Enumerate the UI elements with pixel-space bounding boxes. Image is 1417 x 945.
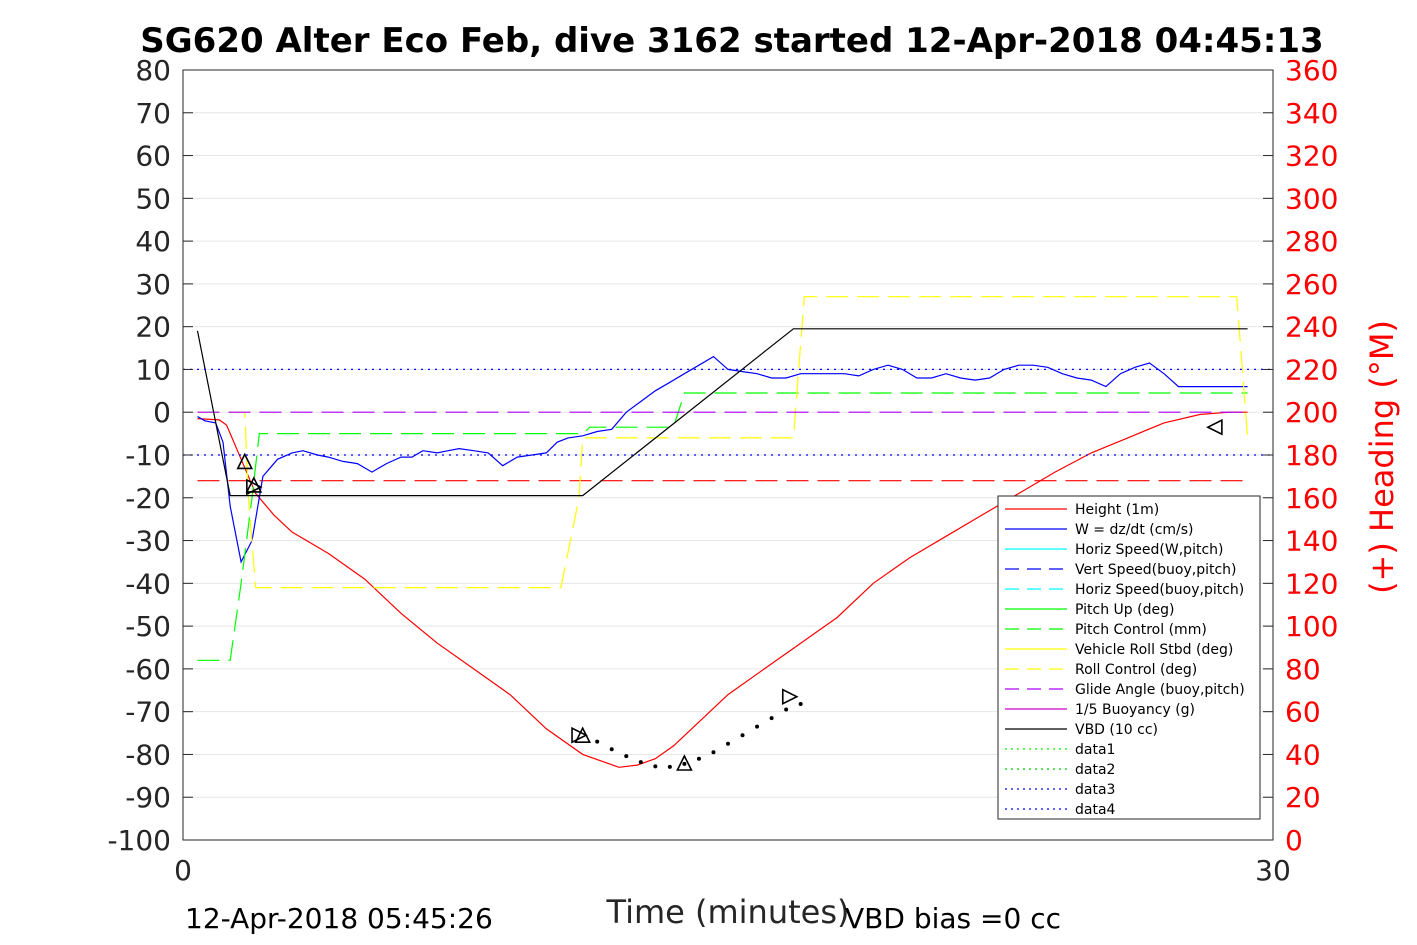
- legend-label: Glide Angle (buoy,pitch): [1075, 682, 1245, 698]
- sample-dot: [740, 733, 745, 738]
- marker-triangle-up: [236, 452, 254, 470]
- left-tick-label: -40: [125, 567, 171, 600]
- legend-label: data4: [1075, 802, 1116, 818]
- right-tick-label: 20: [1285, 781, 1321, 814]
- left-tick-label: -70: [125, 696, 171, 729]
- legend-label: Vehicle Roll Stbd (deg): [1075, 642, 1233, 658]
- legend-label: data2: [1075, 762, 1115, 778]
- left-tick-label: 70: [135, 97, 171, 130]
- sample-dot: [624, 754, 629, 759]
- marker-triangle-up: [574, 726, 591, 743]
- left-tick-label: 30: [135, 268, 171, 301]
- sample-dot: [784, 707, 789, 712]
- chart-title: SG620 Alter Eco Feb, dive 3162 started 1…: [140, 21, 1323, 61]
- right-tick-label: 280: [1285, 225, 1338, 258]
- sample-dot: [653, 764, 658, 769]
- sample-dot: [696, 756, 701, 761]
- legend-label: Vert Speed(buoy,pitch): [1075, 562, 1237, 578]
- left-tick-label: -20: [125, 482, 171, 515]
- sample-dot: [595, 739, 600, 744]
- left-tick-label: 20: [135, 311, 171, 344]
- series-line-w-dz-dt-cm-s: [197, 355, 1248, 564]
- series-line-roll-control-deg: [197, 296, 1249, 589]
- sample-dot: [769, 716, 774, 721]
- marker-layer: [236, 418, 1223, 771]
- right-tick-label: 60: [1285, 696, 1321, 729]
- left-tick-label: 60: [135, 140, 171, 173]
- marker-triangle-right: [781, 688, 799, 705]
- legend-label: Height (1m): [1075, 502, 1159, 518]
- x-axis-ticks: 0 30: [174, 830, 1291, 887]
- marker-triangle-right: [246, 478, 263, 496]
- x-axis-label: Time (minutes): [606, 893, 850, 931]
- series-line-pitch-control-mm: [197, 392, 1248, 661]
- legend-label: Pitch Control (mm): [1075, 622, 1207, 638]
- x-tick-label: 30: [1255, 854, 1291, 887]
- right-tick-label: 220: [1285, 353, 1338, 386]
- left-tick-label: -80: [125, 738, 171, 771]
- legend-label: Horiz Speed(W,pitch): [1075, 542, 1223, 558]
- left-tick-label: -90: [125, 781, 171, 814]
- legend-label: data1: [1075, 742, 1115, 758]
- legend-label: VBD (10 cc): [1075, 722, 1158, 738]
- right-tick-label: 80: [1285, 653, 1321, 686]
- marker-triangle-left: [1206, 418, 1223, 436]
- sample-dot: [726, 741, 730, 746]
- right-tick-label: 260: [1285, 268, 1338, 301]
- left-tick-label: -60: [125, 653, 171, 686]
- left-tick-label: -30: [125, 525, 171, 558]
- right-tick-label: 160: [1285, 482, 1338, 515]
- x-tick-label: 0: [174, 854, 192, 887]
- right-tick-label: 320: [1285, 140, 1338, 173]
- marker-triangle-up: [676, 754, 693, 771]
- legend: Height (1m) W = dz/dt (cm/s) Horiz Speed(W…: [997, 495, 1261, 820]
- left-tick-label: 0: [153, 396, 171, 429]
- right-tick-label: 40: [1285, 738, 1321, 771]
- sample-dot: [667, 764, 672, 769]
- series-line-vbd-10-cc: [196, 328, 1248, 497]
- right-tick-label: 100: [1285, 610, 1338, 643]
- legend-box: [997, 495, 1261, 820]
- sample-dot: [638, 760, 643, 765]
- legend-label: 1/5 Buoyancy (g): [1075, 702, 1195, 718]
- left-tick-label: 40: [135, 225, 171, 258]
- legend-label: Roll Control (deg): [1075, 662, 1197, 678]
- right-tick-label: 0: [1285, 824, 1303, 857]
- right-tick-label: 140: [1285, 525, 1338, 558]
- series-layer: [183, 296, 1273, 769]
- left-tick-label: -10: [125, 439, 171, 472]
- right-tick-label: 200: [1285, 396, 1338, 429]
- legend-label: Pitch Up (deg): [1075, 602, 1174, 618]
- right-axis-label: (+) Heading (°M): [1363, 320, 1401, 594]
- left-tick-label: 50: [135, 182, 171, 215]
- right-axis-ticks: 3603403203002802602402202001801601401201…: [1285, 54, 1338, 857]
- series-line-height-1m: [197, 411, 1248, 768]
- left-axis-ticks: 80 70 60 50 40 30 20 10 0 -10 -20 -30 -40 -50 -60 -70 -8…: [107, 54, 1273, 857]
- sample-dot: [609, 747, 614, 752]
- sample-dot: [798, 701, 803, 706]
- marker-triangle-right: [571, 726, 588, 744]
- right-tick-label: 340: [1285, 97, 1338, 130]
- left-tick-label: -100: [107, 824, 171, 857]
- sample-dot: [711, 750, 716, 755]
- right-tick-label: 360: [1285, 54, 1338, 87]
- footer-vbd-bias: VBD bias =0 cc: [845, 902, 1061, 935]
- right-tick-label: 180: [1285, 439, 1338, 472]
- right-tick-label: 300: [1285, 182, 1338, 215]
- left-tick-label: 80: [135, 54, 171, 87]
- footer-timestamp: 12-Apr-2018 05:45:26: [185, 902, 493, 935]
- legend-label: Horiz Speed(buoy,pitch): [1075, 582, 1244, 598]
- sample-dot: [682, 761, 687, 766]
- legend-label: data3: [1075, 782, 1115, 798]
- left-tick-label: 10: [135, 353, 171, 386]
- right-tick-label: 120: [1285, 567, 1338, 600]
- sample-dot: [755, 724, 760, 729]
- right-tick-label: 240: [1285, 311, 1338, 344]
- left-tick-label: -50: [125, 610, 171, 643]
- legend-label: W = dz/dt (cm/s): [1075, 522, 1194, 538]
